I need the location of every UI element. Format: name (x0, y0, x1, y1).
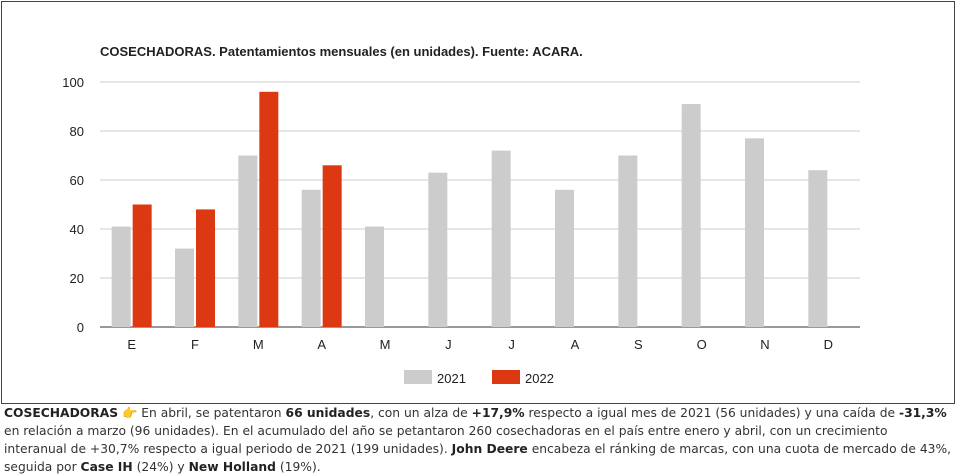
caption: COSECHADORAS 👉 En abril, se patentaron 6… (4, 404, 954, 476)
caption-bold-drop: -31,3% (898, 406, 947, 420)
x-tick-label: M (253, 337, 264, 352)
legend-swatch-2021 (404, 370, 432, 384)
y-tick-label: 80 (70, 124, 84, 139)
x-tick-label: M (380, 337, 391, 352)
x-tick-label: J (508, 337, 515, 352)
legend-label-2021: 2021 (437, 371, 466, 386)
bar-2021 (428, 172, 448, 327)
bar-2021 (238, 155, 258, 327)
caption-text-5: encabeza el ránking de marcas, con una c… (4, 442, 952, 474)
caption-text-2: , con un alza de (370, 406, 472, 420)
chart-frame: COSECHADORAS. Patentamientos mensuales (… (1, 1, 955, 404)
x-tick-label: J (445, 337, 452, 352)
caption-text-1: En abril, se patentaron (137, 406, 286, 420)
bar-2022 (322, 165, 342, 327)
legend-label-2022: 2022 (525, 371, 554, 386)
x-tick-label: D (824, 337, 833, 352)
caption-text-4: en relación a marzo (96 unidades). En el… (4, 424, 888, 456)
x-tick-label: S (634, 337, 643, 352)
x-tick-label: E (127, 337, 136, 352)
y-tick-label: 100 (62, 75, 84, 90)
bar-2022 (196, 209, 215, 327)
bar-2021 (808, 170, 828, 327)
bar-2021 (111, 226, 131, 327)
caption-text-6: (24%) y (132, 460, 189, 474)
y-tick-label: 40 (70, 222, 84, 237)
bar-2021 (618, 155, 638, 327)
y-tick-label: 20 (70, 271, 84, 286)
caption-text-3: respecto a igual mes de 2021 (56 unidade… (524, 406, 899, 420)
bar-2021 (555, 189, 574, 327)
x-tick-label: N (760, 337, 769, 352)
bar-2021 (681, 104, 701, 327)
caption-bold-john-deere: John Deere (451, 442, 528, 456)
caption-text-7: (19%). (275, 460, 321, 474)
bar-2021 (491, 150, 511, 327)
x-tick-label: F (191, 337, 199, 352)
bar-2021 (175, 248, 194, 327)
caption-bold-new-holland: New Holland (188, 460, 276, 474)
legend-swatch-2022 (492, 370, 520, 384)
x-tick-label: A (317, 337, 326, 352)
bar-chart: 0 20 40 60 80 100 E F M A M J J A S O N D 2021 2022 (62, 75, 860, 386)
caption-bold-growth: +17,9% (471, 406, 525, 420)
bar-2022 (132, 204, 152, 327)
x-tick-label: O (697, 337, 707, 352)
bar-2021 (745, 138, 764, 327)
x-tick-label: A (571, 337, 580, 352)
pointing-hand-icon: 👉 (122, 406, 138, 420)
bar-2021 (301, 189, 321, 327)
caption-label: COSECHADORAS (4, 406, 119, 420)
caption-bold-units: 66 unidades (285, 406, 371, 420)
chart-title: COSECHADORAS. Patentamientos mensuales (… (100, 44, 583, 59)
y-tick-label: 0 (77, 320, 84, 335)
bar-2022 (259, 91, 279, 327)
y-tick-label: 60 (70, 173, 84, 188)
bar-2021 (365, 226, 384, 327)
caption-bold-case-ih: Case IH (80, 460, 133, 474)
